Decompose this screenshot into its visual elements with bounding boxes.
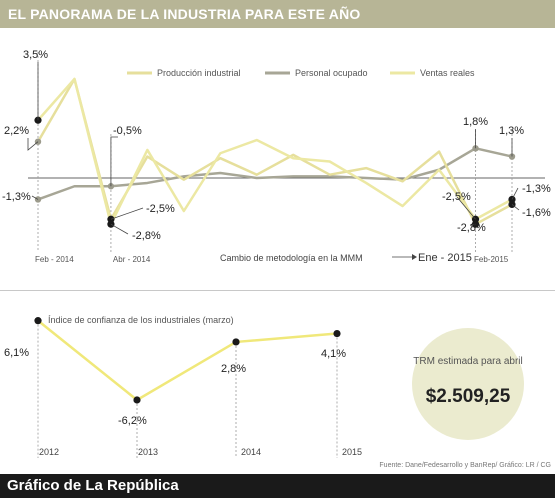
data-point [471,220,480,228]
point-label: -1,6% [522,207,551,219]
data-point [34,317,42,325]
page-title: EL PANORAMA DE LA INDUSTRIA PARA ESTE AÑ… [8,6,361,22]
callout-leader [511,187,519,200]
methodology-note: Cambio de metodología en la MMM [220,253,363,263]
callout-leader [456,196,476,220]
point-label: -6,2% [118,415,147,427]
callout-leader [110,223,129,235]
callout-leader [511,204,520,211]
legend-label: Personal ocupado [295,68,368,78]
point-label: 4,1% [321,348,346,360]
point-label: -0,5% [113,125,142,137]
point-label: 2,2% [4,125,29,137]
trm-value: $2.509,25 [425,386,511,407]
point-label: 2,8% [221,363,246,375]
divider [0,290,555,291]
data-point [232,338,240,346]
point-label: -2,5% [442,191,471,203]
point-label: 1,8% [463,116,488,128]
x-axis-label: 2012 [39,447,59,457]
chart-title: Índice de confianza de los industriales … [48,315,234,325]
callout-leader [27,138,39,151]
series-line [37,147,513,201]
point-label: -1,3% [2,191,31,203]
trm-label: TRM estimada para abril [413,356,523,367]
point-label: -2,5% [146,203,175,215]
callout-leader [110,136,118,187]
point-label: 6,1% [4,347,29,359]
x-axis-label: Feb - 2014 [35,255,74,264]
x-axis-label: Feb-2015 [474,255,509,264]
point-label: 3,5% [23,49,48,61]
data-point [133,396,141,404]
data-point [333,329,341,338]
point-label: -2,8% [132,230,161,242]
x-axis-label: 2013 [138,447,158,457]
callout-leader [31,195,39,200]
x-axis-label: Abr - 2014 [113,255,151,264]
arrow-head [412,254,417,260]
callout-leader [110,207,144,220]
source-note: Fuente: Dane/Fedesarrollo y BanRep/ Gráf… [379,462,551,469]
x-axis-label: 2015 [342,447,362,457]
trm-badge: TRM estimada para abril $2.509,25 [412,328,524,440]
data-point [107,220,115,228]
series-line [36,77,513,226]
x-axis-label: Ene - 2015 [418,252,472,264]
series-line [37,319,338,402]
footer-brand: Gráfico de La República [7,477,179,494]
legend-label: Producción industrial [157,68,241,78]
point-label: -2,8% [457,222,486,234]
series-line [37,77,513,226]
point-label: -1,3% [522,183,551,195]
callout-leader [469,223,476,226]
x-axis-label: 2014 [241,447,261,457]
legend-label: Ventas reales [420,68,475,78]
industry-line-chart: Producción industrial Personal ocupado Ven… [2,49,551,264]
point-label: 1,3% [499,125,524,137]
footer-bar: Gráfico de La República [0,474,555,498]
header-bar: EL PANORAMA DE LA INDUSTRIA PARA ESTE AÑ… [0,0,555,28]
